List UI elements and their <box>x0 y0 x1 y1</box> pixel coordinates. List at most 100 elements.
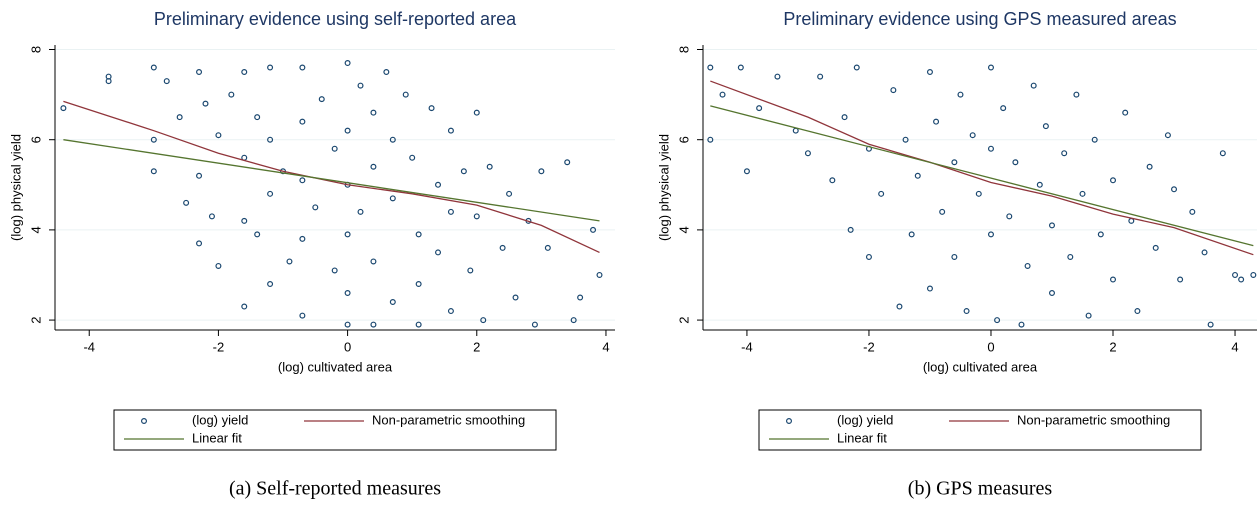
data-point <box>1061 150 1068 157</box>
data-point <box>1146 163 1153 170</box>
data-point <box>570 317 577 324</box>
data-point <box>299 118 306 125</box>
data-point <box>150 136 157 143</box>
data-point <box>1024 262 1031 269</box>
data-point <box>1018 321 1025 328</box>
data-point <box>577 294 584 301</box>
data-point <box>215 262 222 269</box>
data-point <box>473 109 480 116</box>
data-point <box>506 190 513 197</box>
data-point <box>1067 253 1074 260</box>
data-point <box>1036 181 1043 188</box>
y-axis-label: (log) physical yield <box>656 134 671 241</box>
data-point <box>480 317 487 324</box>
data-point <box>743 168 750 175</box>
data-point <box>1171 186 1178 193</box>
legend-marker <box>785 418 792 425</box>
data-point <box>499 244 506 251</box>
data-point <box>409 154 416 161</box>
data-point <box>389 136 396 143</box>
data-point <box>435 249 442 256</box>
fit-line <box>63 100 600 254</box>
legend-marker <box>141 418 148 425</box>
data-point <box>538 168 545 175</box>
data-point <box>447 127 454 134</box>
data-point <box>299 235 306 242</box>
data-point <box>975 190 982 197</box>
data-point <box>357 82 364 89</box>
data-point <box>447 208 454 215</box>
y-tick-label: 2 <box>28 316 43 323</box>
legend-label: Non-parametric smoothing <box>372 412 525 427</box>
data-point <box>286 258 293 265</box>
x-tick-label: -2 <box>213 339 225 354</box>
data-point <box>344 290 351 297</box>
y-tick-label: 4 <box>676 226 691 233</box>
data-point <box>1042 123 1049 130</box>
data-point <box>60 105 67 112</box>
data-point <box>1030 82 1037 89</box>
data-point <box>951 159 958 166</box>
data-point <box>737 64 744 71</box>
data-point <box>914 172 921 179</box>
data-point <box>331 145 338 152</box>
data-point <box>299 64 306 71</box>
data-point <box>428 105 435 112</box>
data-point <box>902 136 909 143</box>
data-point <box>370 258 377 265</box>
data-point <box>890 87 897 94</box>
data-point <box>1201 249 1208 256</box>
data-point <box>1091 136 1098 143</box>
data-point <box>357 208 364 215</box>
data-point <box>1164 132 1171 139</box>
data-point <box>531 321 538 328</box>
y-tick-label: 2 <box>676 316 691 323</box>
data-point <box>1250 271 1257 278</box>
data-point <box>1238 276 1245 283</box>
data-point <box>1152 244 1159 251</box>
data-point <box>1012 159 1019 166</box>
data-point <box>719 91 726 98</box>
y-tick-label: 4 <box>28 226 43 233</box>
y-tick-label: 8 <box>676 46 691 53</box>
data-point <box>756 105 763 112</box>
data-point <box>1134 308 1141 315</box>
x-tick-label: -4 <box>83 339 95 354</box>
data-point <box>383 69 390 76</box>
data-point <box>299 312 306 319</box>
data-point <box>804 150 811 157</box>
data-point <box>105 73 112 80</box>
caption: (a) Self-reported measures <box>229 478 441 500</box>
data-point <box>254 231 261 238</box>
data-point <box>267 64 274 71</box>
data-point <box>447 308 454 315</box>
x-axis-label: (log) cultivated area <box>923 359 1038 374</box>
data-point <box>1189 208 1196 215</box>
data-point <box>183 199 190 206</box>
data-point <box>926 69 933 76</box>
chart-title: Preliminary evidence using GPS measured … <box>783 9 1176 29</box>
data-point <box>933 118 940 125</box>
data-point <box>564 159 571 166</box>
data-point <box>196 172 203 179</box>
legend-box <box>113 409 557 451</box>
data-point <box>590 226 597 233</box>
data-point <box>908 231 915 238</box>
legend-label: Linear fit <box>837 430 887 445</box>
data-point <box>1048 290 1055 297</box>
data-point <box>1110 177 1117 184</box>
data-point <box>344 127 351 134</box>
data-point <box>208 213 215 220</box>
caption: (b) GPS measures <box>908 478 1053 500</box>
x-tick-label: 4 <box>1231 339 1238 354</box>
data-point <box>1097 231 1104 238</box>
fit-line <box>710 105 1254 247</box>
legend-label: Non-parametric smoothing <box>1017 412 1170 427</box>
data-point <box>1073 91 1080 98</box>
data-point <box>460 168 467 175</box>
legend-box <box>758 409 1202 451</box>
data-point <box>939 208 946 215</box>
data-point <box>1110 276 1117 283</box>
data-point <box>370 163 377 170</box>
